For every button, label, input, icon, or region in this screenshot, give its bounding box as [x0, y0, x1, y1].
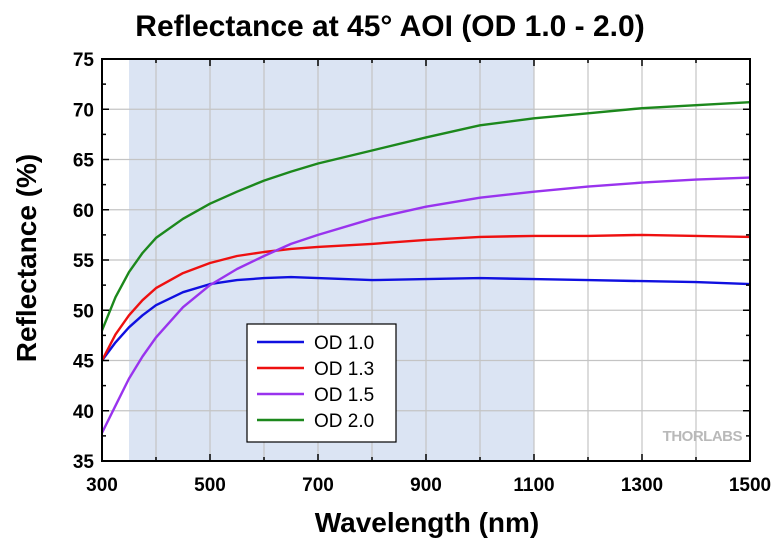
- y-tick-labels: 35 40 45 50 55 60 65 70 75: [73, 50, 95, 473]
- x-tick-label: 1100: [513, 475, 554, 496]
- x-tick-label: 700: [302, 475, 334, 496]
- thorlabs-logo: THORLABS: [663, 428, 743, 445]
- y-tick-label: 65: [73, 151, 95, 172]
- grid-lines: [102, 59, 750, 461]
- legend-box: [246, 323, 397, 443]
- legend: OD 1.0 OD 1.3 OD 1.5 OD 2.0: [246, 323, 397, 443]
- legend-label: OD 2.0: [314, 411, 374, 432]
- y-tick-label: 45: [73, 352, 95, 373]
- y-tick-label: 55: [73, 251, 95, 272]
- y-tick-label: 50: [73, 301, 94, 322]
- y-tick-label: 60: [73, 201, 94, 222]
- chart-title: Reflectance at 45° AOI (OD 1.0 - 2.0): [135, 10, 644, 43]
- legend-label: OD 1.5: [314, 385, 374, 406]
- series-line-od-2-0: [100, 101, 751, 331]
- legend-label: OD 1.3: [314, 359, 374, 380]
- y-tick-label: 40: [73, 402, 94, 423]
- series-lines: [100, 101, 751, 434]
- x-axis-label: Wavelength (nm): [315, 507, 540, 538]
- x-tick-label: 500: [194, 475, 226, 496]
- x-tick-label: 1300: [621, 475, 663, 496]
- y-tick-label: 35: [73, 452, 95, 473]
- series-line-od-1-5: [100, 176, 751, 434]
- axis-ticks: [101, 58, 751, 462]
- x-tick-labels: 300 500 700 900 1100 1300 1500: [86, 475, 771, 496]
- y-tick-label: 75: [73, 50, 95, 71]
- x-tick-label: 1500: [729, 475, 771, 496]
- series-line-od-1-3: [100, 233, 751, 362]
- y-axis-label: Reflectance (%): [11, 154, 42, 363]
- series-line-od-1-0: [101, 275, 751, 362]
- legend-label: OD 1.0: [314, 333, 374, 354]
- x-tick-label: 900: [410, 475, 442, 496]
- y-tick-label: 70: [73, 100, 94, 121]
- x-tick-label: 300: [86, 475, 118, 496]
